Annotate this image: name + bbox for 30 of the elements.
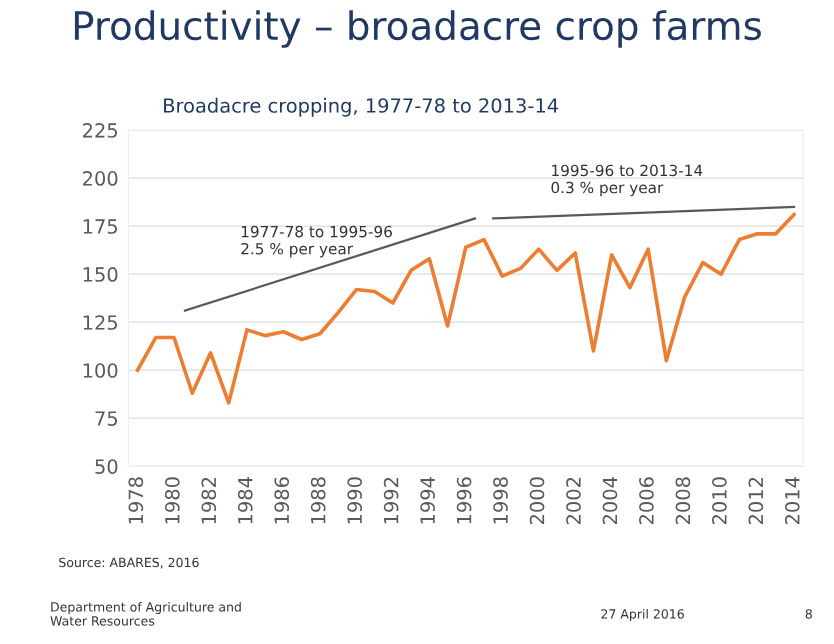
y-tick-label: 75 <box>95 411 118 426</box>
y-tick-label: 200 <box>83 171 118 186</box>
x-tick-label: 1984 <box>237 477 253 524</box>
x-tick-label: 1980 <box>164 477 180 524</box>
y-tick-label: 125 <box>83 315 118 330</box>
x-tick-label: 2008 <box>675 477 691 525</box>
x-tick-label: 1988 <box>310 477 326 524</box>
x-tick-label: 1990 <box>347 477 363 524</box>
x-tick-label: 2004 <box>602 477 618 525</box>
x-tick-label: 1998 <box>493 477 508 524</box>
x-tick-label: 2010 <box>712 477 727 525</box>
x-tick-label: 1996 <box>456 477 472 524</box>
line-series <box>135 212 796 405</box>
y-tick-label: 175 <box>83 219 118 234</box>
chart-title: Productivity – broadacre crop farms <box>74 10 761 48</box>
y-tick-label: 100 <box>83 363 118 378</box>
x-tick-label: 2012 <box>748 477 764 525</box>
y-tick-label: 150 <box>83 267 118 282</box>
x-tick-label: 1986 <box>274 477 290 524</box>
x-tick-label: 2006 <box>639 477 654 525</box>
x-tick-label: 1978 <box>128 477 144 524</box>
x-tick-label: 2002 <box>566 477 581 525</box>
x-tick-label: 1994 <box>420 477 435 524</box>
x-tick-label: 1982 <box>201 477 217 524</box>
y-tick-label: 225 <box>83 123 118 138</box>
chart-subtitle: Broadacre cropping, 1977-78 to 2013-14 <box>164 97 559 117</box>
x-tick-label: 2014 <box>784 477 800 525</box>
y-tick-label: 50 <box>95 459 118 474</box>
x-tick-label: 1992 <box>383 477 399 524</box>
x-tick-label: 2000 <box>529 477 545 525</box>
